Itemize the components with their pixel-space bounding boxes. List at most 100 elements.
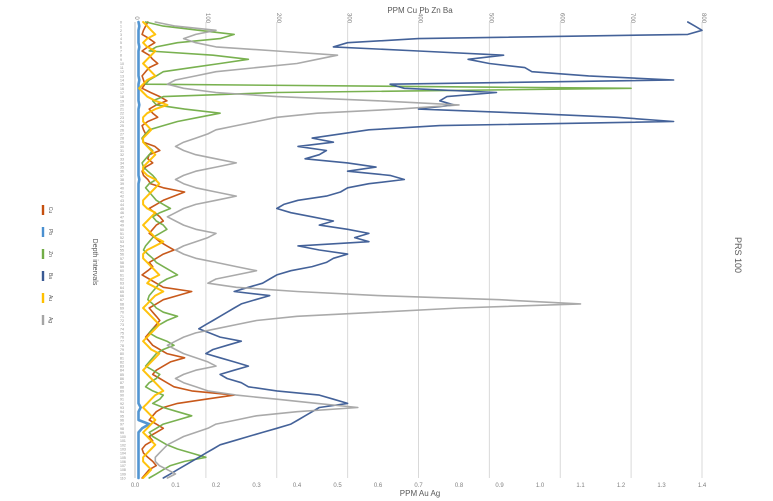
depth-tick-label: 45 xyxy=(120,207,124,211)
right-label: PRS 100 xyxy=(733,237,743,273)
depth-tick-label: 5 xyxy=(120,41,122,45)
depth-tick-label: 110 xyxy=(120,477,126,481)
depth-tick-label: 95 xyxy=(120,414,124,418)
depth-tick-label: 23 xyxy=(120,116,124,120)
depth-tick-label: 17 xyxy=(120,91,124,95)
depth-tick-label: 11 xyxy=(120,66,124,70)
depth-tick-label: 16 xyxy=(120,87,124,91)
bottom-axis-ticks: 0.0 0.1 0.2 0.3 0.4 0.5 0.6 0.7 0.8 0.9 1.0 1.1 1.2 1… xyxy=(131,483,707,489)
bottom-tick-label: 0.4 xyxy=(293,483,302,489)
depth-axis-ticks: 0123456789101112131415161718192021222324… xyxy=(120,21,126,481)
depth-tick-label: 101 xyxy=(120,439,126,443)
depth-tick-label: 80 xyxy=(120,352,124,356)
gridlines xyxy=(134,22,703,478)
depth-tick-label: 106 xyxy=(120,460,126,464)
depth-tick-label: 40 xyxy=(120,186,124,190)
depth-tick-label: 109 xyxy=(120,472,126,476)
legend-label-pb: Pb xyxy=(47,229,53,235)
depth-tick-label: 14 xyxy=(120,79,124,83)
depth-tick-label: 12 xyxy=(120,70,124,74)
legend-label-cu: Cu xyxy=(47,207,53,214)
legend-label-ag: Ag xyxy=(47,317,53,323)
legend-label-au: Au xyxy=(47,295,53,301)
bottom-tick-label: 0.9 xyxy=(495,483,504,489)
depth-tick-label: 43 xyxy=(120,199,124,203)
depth-tick-label: 47 xyxy=(120,215,124,219)
depth-tick-label: 77 xyxy=(120,340,124,344)
top-tick-label: 500 xyxy=(487,13,493,24)
depth-tick-label: 4 xyxy=(120,37,122,41)
depth-tick-label: 30 xyxy=(120,145,124,149)
depth-tick-label: 92 xyxy=(120,402,124,406)
depth-tick-label: 27 xyxy=(120,132,124,136)
depth-tick-label: 86 xyxy=(120,377,124,381)
depth-tick-label: 51 xyxy=(120,232,124,236)
bottom-tick-label: 1.0 xyxy=(536,483,545,489)
depth-tick-label: 49 xyxy=(120,224,124,228)
depth-tick-label: 84 xyxy=(120,369,124,373)
top-tick-label: 200 xyxy=(275,13,281,24)
bottom-tick-label: 0.5 xyxy=(333,483,342,489)
depth-tick-label: 22 xyxy=(120,112,124,116)
depth-tick-label: 26 xyxy=(120,128,124,132)
depth-tick-label: 78 xyxy=(120,344,124,348)
depth-tick-label: 9 xyxy=(120,58,122,62)
depth-tick-label: 48 xyxy=(120,219,124,223)
depth-tick-label: 75 xyxy=(120,331,124,335)
depth-tick-label: 66 xyxy=(120,294,124,298)
depth-tick-label: 37 xyxy=(120,174,124,178)
depth-tick-label: 99 xyxy=(120,431,124,435)
top-tick-label: 0 xyxy=(133,16,139,20)
depth-tick-label: 39 xyxy=(120,182,124,186)
depth-tick-label: 64 xyxy=(120,286,124,290)
depth-tick-label: 59 xyxy=(120,265,124,269)
depth-tick-label: 65 xyxy=(120,290,124,294)
depth-tick-label: 57 xyxy=(120,257,124,261)
depth-tick-label: 54 xyxy=(120,244,124,248)
bottom-axis-label: PPM Au Ag xyxy=(400,489,440,498)
depth-tick-label: 41 xyxy=(120,190,124,194)
depth-tick-label: 36 xyxy=(120,170,124,174)
top-tick-label: 400 xyxy=(417,13,423,24)
depth-tick-label: 74 xyxy=(120,327,124,331)
depth-tick-label: 105 xyxy=(120,456,126,460)
top-tick-label: 100 xyxy=(204,13,210,24)
depth-tick-label: 3 xyxy=(120,33,122,37)
top-tick-label: 800 xyxy=(700,13,706,24)
top-tick-label: 700 xyxy=(629,13,635,24)
bottom-tick-label: 0.8 xyxy=(455,483,464,489)
depth-tick-label: 62 xyxy=(120,278,124,282)
bottom-tick-label: 1.2 xyxy=(617,483,626,489)
depth-tick-label: 76 xyxy=(120,336,124,340)
depth-tick-label: 31 xyxy=(120,149,124,153)
depth-tick-label: 91 xyxy=(120,398,124,402)
depth-tick-label: 13 xyxy=(120,74,124,78)
depth-tick-label: 42 xyxy=(120,195,124,199)
depth-tick-label: 15 xyxy=(120,83,124,87)
depth-tick-label: 97 xyxy=(120,423,124,427)
bottom-tick-label: 1.4 xyxy=(698,483,707,489)
depth-tick-label: 21 xyxy=(120,108,124,112)
depth-tick-label: 52 xyxy=(120,236,124,240)
depth-tick-label: 94 xyxy=(120,410,124,414)
bottom-tick-label: 0.0 xyxy=(131,483,140,489)
series-lines xyxy=(137,20,703,480)
series-line-pb xyxy=(137,20,151,480)
series-line-ba xyxy=(162,21,703,479)
depth-tick-label: 29 xyxy=(120,141,124,145)
depth-tick-label: 44 xyxy=(120,203,124,207)
top-axis-label: PPM Cu Pb Zn Ba xyxy=(387,6,453,15)
depth-tick-label: 55 xyxy=(120,249,124,253)
depth-tick-label: 24 xyxy=(120,120,124,124)
depth-tick-label: 10 xyxy=(120,62,124,66)
depth-tick-label: 71 xyxy=(120,315,124,319)
depth-tick-label: 68 xyxy=(120,302,124,306)
depth-tick-label: 18 xyxy=(120,95,124,99)
depth-tick-label: 102 xyxy=(120,443,126,447)
depth-tick-label: 34 xyxy=(120,161,124,165)
depth-tick-label: 96 xyxy=(120,418,124,422)
bottom-tick-label: 0.1 xyxy=(171,483,180,489)
depth-tick-label: 7 xyxy=(120,50,122,54)
depth-tick-label: 87 xyxy=(120,381,124,385)
